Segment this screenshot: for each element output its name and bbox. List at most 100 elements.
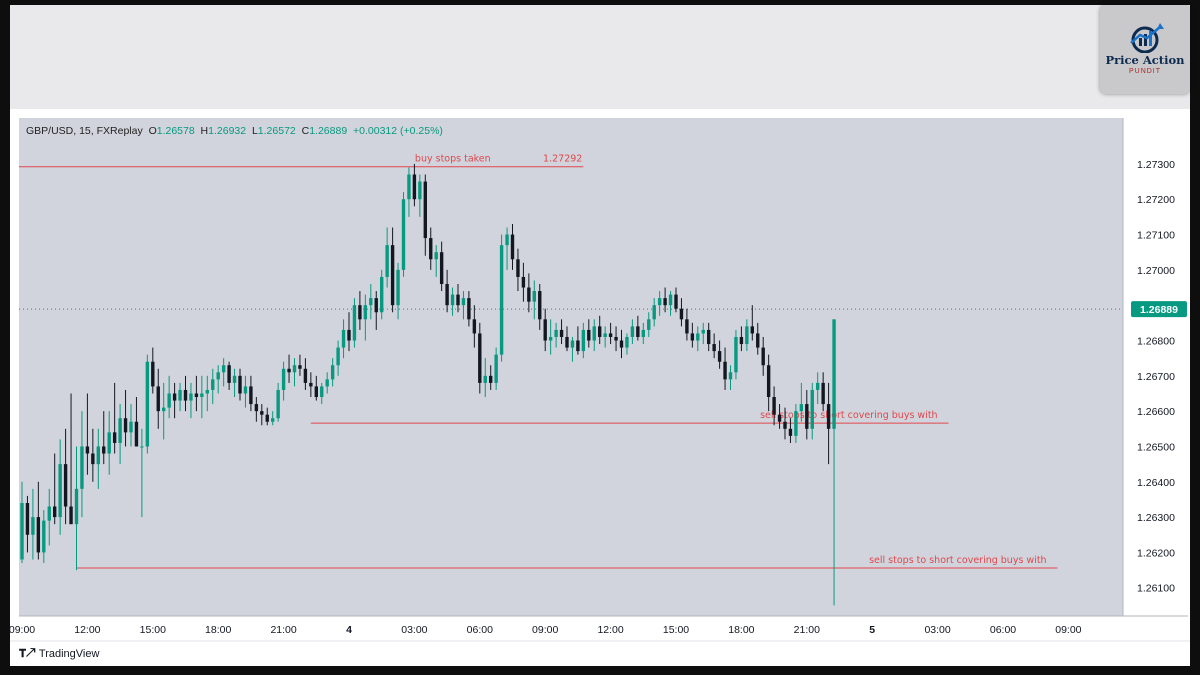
candle-body (505, 234, 509, 246)
candle (478, 322, 482, 394)
candle-body (581, 329, 586, 352)
candle (717, 340, 722, 369)
candle (96, 428, 100, 489)
candle-body (532, 291, 536, 302)
candle (745, 319, 749, 352)
y-tick-label: 1.26100 (1137, 583, 1175, 595)
candle (712, 333, 716, 359)
candle-body (821, 382, 825, 405)
candle-body (750, 326, 754, 334)
candle (657, 291, 662, 316)
candle (254, 397, 259, 422)
candle (832, 319, 836, 606)
candle (816, 372, 820, 405)
candle-body (783, 421, 787, 429)
tradingview-icon: 𝐓↗ (19, 648, 35, 660)
candle (696, 326, 700, 352)
candle (521, 262, 526, 302)
candle-body (668, 294, 673, 306)
candle-body (276, 389, 280, 419)
candle-body (363, 305, 368, 320)
candle-body (630, 326, 635, 337)
candle-body (587, 329, 591, 341)
candle (766, 354, 771, 412)
candle (336, 340, 340, 376)
candle (450, 287, 455, 316)
candle-body (728, 372, 733, 380)
candle-body (63, 464, 68, 507)
y-tick-label: 1.27100 (1137, 230, 1175, 242)
candle-body (47, 506, 51, 521)
candle-body (521, 276, 526, 288)
candle-body (538, 291, 542, 320)
candle (396, 262, 400, 320)
candle (799, 382, 804, 422)
candle-body (439, 252, 444, 284)
candle-body (42, 520, 46, 553)
candle (439, 241, 444, 292)
candle (805, 389, 809, 440)
x-tick-label: 12:00 (74, 624, 100, 636)
candle-body (167, 393, 171, 408)
candle-body (162, 407, 166, 412)
y-tick-label: 1.26700 (1137, 371, 1175, 383)
candle (363, 294, 368, 341)
candle-body (227, 365, 231, 383)
candle (592, 319, 596, 352)
level-price-label: 1.27292 (543, 154, 582, 165)
candle (281, 361, 286, 401)
x-tick-label: 09:00 (9, 624, 35, 636)
candle (685, 308, 689, 341)
candle-body (483, 375, 487, 383)
legend-low: 1.26572 (257, 125, 296, 137)
candle-body (347, 329, 351, 341)
candle (565, 326, 569, 352)
candle-body (707, 329, 711, 345)
candle (538, 284, 542, 330)
candle (265, 407, 269, 426)
brand-subtitle: PUNDIT (1128, 68, 1162, 75)
x-tick-label: 4 (346, 624, 352, 636)
candle-body (576, 340, 580, 352)
candle-body (243, 386, 248, 394)
candle-body (712, 344, 716, 352)
candle-body (777, 414, 782, 422)
candle-body (723, 361, 727, 380)
candle-body (663, 298, 667, 306)
candle-body (461, 298, 466, 306)
candle (821, 372, 825, 412)
candle-body (374, 298, 378, 313)
candle-body (232, 375, 237, 383)
candle (756, 322, 760, 355)
candle-body (352, 305, 357, 341)
candles (20, 163, 836, 606)
candle-body (614, 336, 618, 341)
tradingview-logo: 𝐓↗ TradingView (19, 648, 99, 661)
candle-body (598, 326, 602, 337)
candle (401, 192, 406, 277)
candle-body (516, 259, 520, 277)
x-tick-label: 15:00 (140, 624, 166, 636)
candle (260, 404, 264, 426)
candle-body (336, 347, 340, 366)
candle (211, 368, 215, 405)
brand-logo: Price Action PUNDIT (1100, 5, 1190, 94)
candle-body (96, 446, 100, 465)
candle (151, 347, 155, 394)
candle (826, 382, 831, 465)
candle-body (254, 404, 259, 412)
candle (434, 245, 438, 277)
candle (777, 404, 782, 429)
candle (390, 227, 395, 313)
candle-body (429, 238, 433, 260)
candle (483, 358, 487, 398)
candle-body (151, 361, 155, 387)
candle (668, 291, 673, 316)
candle (598, 315, 602, 345)
candle-body (358, 305, 362, 320)
candle (156, 368, 160, 429)
candle-body (450, 294, 455, 306)
candle (172, 382, 177, 419)
candle (619, 329, 624, 359)
